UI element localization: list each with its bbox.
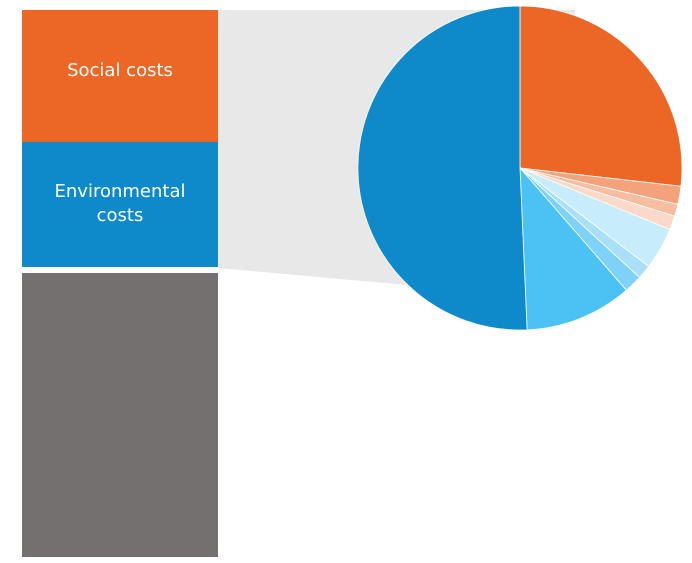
pie-slice-9 [357,5,528,331]
stacked-bar [22,10,218,557]
bar-segment-1 [22,10,218,143]
bar-segment-2 [22,142,218,267]
bar-segment-3 [22,272,218,557]
breakdown-pie [357,5,683,331]
pie-slice-8 [519,166,627,331]
pie-slice-1 [519,5,683,187]
bar-label-environmental-costs: Environmental costs [55,181,186,226]
bar-label-social-costs: Social costs [67,60,173,81]
